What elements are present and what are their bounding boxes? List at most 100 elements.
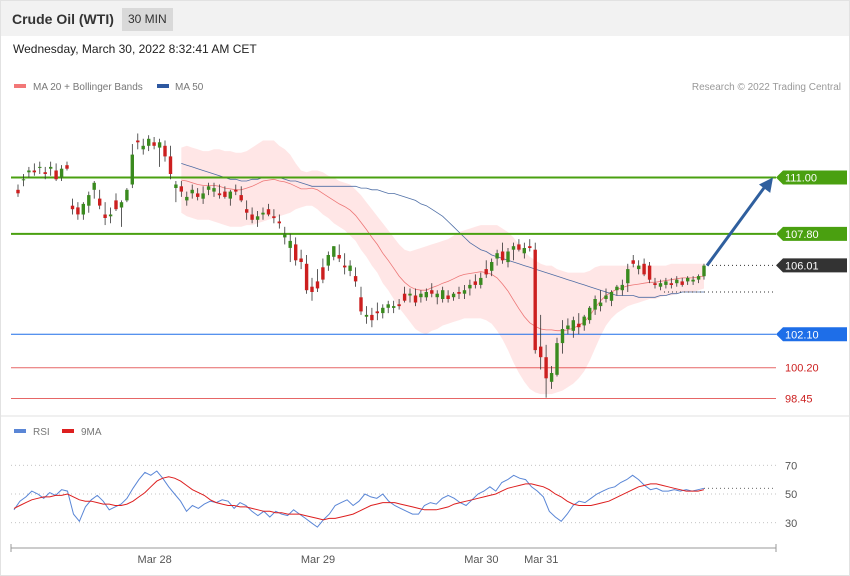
candle	[479, 272, 483, 289]
rsi-panel: 70 50 30	[11, 460, 797, 530]
candle	[435, 290, 439, 305]
candle-body	[266, 209, 271, 215]
candle-body	[506, 251, 510, 263]
candle	[136, 133, 140, 150]
level-tag-111.00	[776, 170, 847, 185]
candle	[511, 242, 516, 261]
copyright-label: Research © 2022 Trading Central	[692, 82, 841, 93]
level-label-107.80: 107.80	[785, 229, 819, 241]
candle	[288, 233, 292, 263]
candle	[555, 337, 559, 377]
candle-body	[152, 142, 156, 146]
candle-body	[299, 258, 303, 262]
candle-body	[310, 286, 314, 292]
candle-body	[125, 189, 129, 201]
candle	[174, 181, 178, 203]
candle	[212, 182, 216, 197]
chart-datetime: Wednesday, March 30, 2022 8:32:41 AM CET	[13, 42, 257, 56]
candle-body	[500, 251, 505, 261]
candle-body	[70, 205, 75, 210]
candle-body	[473, 281, 477, 285]
candle	[658, 279, 663, 291]
level-tag-102.10	[776, 327, 847, 342]
candle	[38, 161, 42, 174]
candle-body	[691, 279, 695, 282]
candle-body	[304, 263, 309, 291]
candle-body	[76, 207, 80, 215]
candle	[299, 249, 303, 270]
x-tick-label: Mar 31	[524, 554, 558, 566]
candle-body	[424, 292, 428, 298]
candle	[65, 161, 69, 171]
candle	[185, 191, 189, 206]
candle	[419, 290, 423, 303]
candle	[98, 189, 102, 210]
candle	[451, 291, 456, 301]
candle-body	[392, 306, 396, 308]
candle-body	[326, 255, 330, 266]
rsi-ma-line	[13, 476, 705, 521]
candle	[593, 295, 597, 315]
candle	[255, 210, 260, 227]
candle	[680, 277, 684, 287]
candle	[370, 307, 374, 328]
candle-body	[65, 165, 69, 169]
candle	[108, 207, 113, 224]
candle	[294, 237, 298, 266]
candle-body	[277, 221, 281, 224]
candle-body	[136, 140, 140, 143]
candle	[582, 314, 586, 331]
candle	[321, 258, 325, 284]
candle-body	[343, 265, 347, 268]
candle	[408, 288, 412, 303]
candle	[392, 300, 396, 314]
candle	[239, 186, 243, 203]
candle-body	[468, 284, 472, 289]
candle	[217, 184, 222, 199]
candle	[696, 274, 701, 284]
candle-body	[430, 290, 434, 294]
candle	[147, 135, 151, 152]
rsi-tick-30: 30	[785, 518, 797, 530]
candle	[141, 138, 145, 155]
candle	[397, 299, 401, 310]
candle	[21, 173, 26, 187]
timeframe-button[interactable]: 30 MIN	[122, 8, 173, 31]
candle-body	[353, 276, 358, 282]
candle	[196, 188, 200, 201]
candle	[152, 136, 156, 150]
candle-body	[533, 249, 537, 351]
rsi-legend: RSI 9MA	[14, 427, 102, 438]
candle	[620, 279, 624, 296]
candle	[702, 263, 706, 280]
candle-body	[686, 277, 690, 282]
candle-body	[114, 200, 118, 210]
candle	[615, 284, 619, 296]
candle	[539, 314, 543, 370]
candle-body	[647, 265, 652, 280]
candle-body	[571, 320, 575, 331]
candle-body	[272, 216, 276, 219]
candle-body	[315, 281, 320, 289]
level-label-102.10: 102.10	[785, 329, 819, 341]
candle-body	[223, 191, 227, 197]
candle	[571, 316, 575, 338]
x-tick-label: Mar 28	[138, 554, 172, 566]
candle	[337, 244, 341, 263]
candle-body	[294, 244, 298, 261]
chart-legend: MA 20 + Bollinger Bands MA 50 Research ©…	[14, 82, 841, 93]
candle-body	[419, 293, 423, 298]
candle-body	[27, 170, 31, 173]
candle	[386, 300, 390, 314]
candle-body	[696, 276, 701, 280]
candle	[598, 290, 603, 312]
candle-body	[108, 214, 113, 217]
candle-body	[174, 184, 178, 188]
candle	[125, 188, 129, 203]
candle-body	[375, 311, 379, 314]
candle	[348, 260, 352, 277]
level-tag-106.01	[776, 258, 847, 273]
candle-body	[441, 290, 445, 299]
candle-body	[615, 286, 619, 291]
candle	[544, 344, 548, 398]
